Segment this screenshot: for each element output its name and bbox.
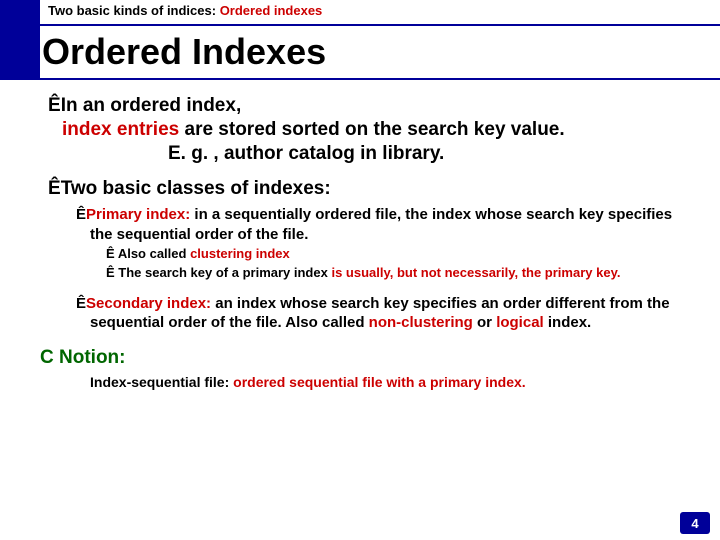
arrow-icon: Ê — [106, 265, 115, 280]
secondary-body-e: index. — [544, 314, 592, 331]
p-sub2-a: The search key of a primary index — [118, 265, 331, 280]
title-left-block — [0, 24, 40, 80]
bullet-secondary-index: ÊSecondary index: an index whose search … — [76, 294, 690, 333]
arrow-icon: Ê — [76, 206, 86, 223]
hand-icon: C — [40, 347, 54, 368]
notion-body-a: Index-sequential file: — [90, 374, 233, 390]
b2-head: Two basic classes of indexes: — [61, 178, 331, 199]
header-blue-block — [0, 0, 40, 24]
p-sub2-b: is usually, but not necessarily, the pri… — [331, 265, 620, 280]
notion-label: Notion: — [59, 347, 125, 368]
p-sub1-a: Also called — [118, 246, 190, 261]
title-bar: Ordered Indexes — [0, 24, 720, 80]
header-breadcrumb: Two basic kinds of indices: Ordered inde… — [40, 0, 330, 24]
bullet-two-classes: ÊTwo basic classes of indexes: — [48, 177, 690, 201]
notion-body-b: ordered sequential file with a primary i… — [233, 374, 526, 390]
bullet-search-key: Ê The search key of a primary index is u… — [106, 265, 690, 282]
page-number: 4 — [680, 512, 710, 534]
header-prefix: Two basic kinds of indices: — [48, 3, 220, 18]
title-bar-inner: Ordered Indexes — [36, 24, 720, 80]
arrow-icon: Ê — [76, 295, 86, 312]
header-bar: Two basic kinds of indices: Ordered inde… — [0, 0, 720, 24]
b1-line2-rest: are stored sorted on the search key valu… — [179, 119, 564, 140]
arrow-icon: Ê — [48, 178, 61, 199]
b1-line2: index entries are stored sorted on the s… — [62, 118, 690, 142]
secondary-body-d: logical — [496, 314, 544, 331]
notion-heading: C Notion: — [40, 347, 690, 369]
b1-line2-red: index entries — [62, 119, 179, 140]
primary-label: Primary index: — [86, 206, 190, 223]
p-sub1-b: clustering index — [190, 246, 290, 261]
slide-title: Ordered Indexes — [36, 31, 326, 73]
arrow-icon: Ê — [48, 95, 61, 116]
header-highlight: Ordered indexes — [220, 3, 323, 18]
secondary-body-c: or — [473, 314, 496, 331]
secondary-body-b: non-clustering — [369, 314, 473, 331]
notion-body: Index-sequential file: ordered sequentia… — [90, 373, 690, 391]
b1-line1: In an ordered index, — [61, 95, 242, 116]
bullet-clustering: Ê Also called clustering index — [106, 246, 690, 263]
arrow-icon: Ê — [106, 246, 115, 261]
bullet-ordered-index: ÊIn an ordered index, — [48, 94, 690, 118]
b1-line3: E. g. , author catalog in library. — [168, 142, 690, 166]
slide-content: ÊIn an ordered index, index entries are … — [0, 80, 720, 391]
secondary-label: Secondary index: — [86, 295, 211, 312]
bullet-primary-index: ÊPrimary index: in a sequentially ordere… — [76, 205, 690, 244]
